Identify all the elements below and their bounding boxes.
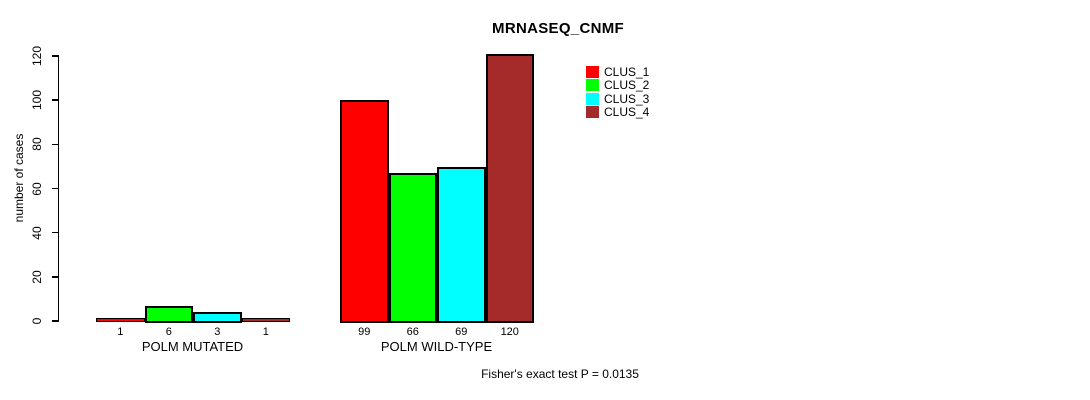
y-tick-mark	[51, 276, 59, 278]
y-axis-label: number of cases	[12, 133, 26, 223]
y-tick-mark	[51, 320, 59, 322]
y-tick-label: 120	[30, 45, 44, 67]
bar-value-label: 66	[406, 326, 419, 338]
y-tick-mark	[51, 231, 59, 234]
legend-swatch-clus1	[586, 66, 599, 78]
bar-value-label: 69	[455, 326, 468, 338]
bar-clus_1	[96, 317, 145, 322]
y-tick-label: 40	[30, 225, 44, 240]
y-tick-label: 0	[30, 317, 44, 325]
legend-label: CLUS_3	[604, 91, 650, 106]
legend-swatch-clus4	[586, 106, 599, 119]
y-tick-label: 60	[30, 181, 44, 196]
y-tick-mark	[51, 55, 59, 57]
bar-value-label: 120	[500, 326, 519, 338]
bar-clus_4	[241, 317, 290, 322]
bar-value-label: 1	[117, 326, 124, 338]
x-group-label-wildtype: POLM WILD-TYPE	[380, 339, 493, 354]
bar-clus_1	[340, 100, 389, 323]
y-tick-mark	[51, 143, 59, 146]
legend-label: CLUS_1	[604, 65, 650, 79]
bar-clus_3	[193, 312, 242, 323]
legend-label: CLUS_2	[604, 78, 650, 93]
y-tick-label: 20	[30, 270, 44, 284]
bar-clus_2	[388, 173, 437, 323]
bar-clus_4	[485, 54, 534, 323]
chart-title: MRNASEQ_CNMF	[492, 20, 624, 37]
bar-value-label: 3	[214, 326, 221, 338]
annotation-text: Fisher's exact test P = 0.0135	[481, 367, 639, 381]
y-tick-mark	[51, 187, 59, 190]
bar-value-label: 99	[358, 326, 371, 338]
y-tick-label: 80	[30, 137, 44, 152]
y-tick-label: 100	[30, 90, 44, 111]
bar-clus_3	[437, 166, 486, 323]
x-group-label-mutated: POLM MUTATED	[141, 339, 244, 354]
bar-value-label: 6	[165, 326, 172, 338]
legend-swatch-clus2	[586, 79, 599, 92]
y-tick-mark	[51, 99, 59, 101]
bar-clus_2	[144, 305, 193, 323]
legend-swatch-clus3	[586, 92, 599, 105]
legend-label: CLUS_4	[604, 105, 650, 120]
bar-value-label: 1	[262, 326, 269, 338]
